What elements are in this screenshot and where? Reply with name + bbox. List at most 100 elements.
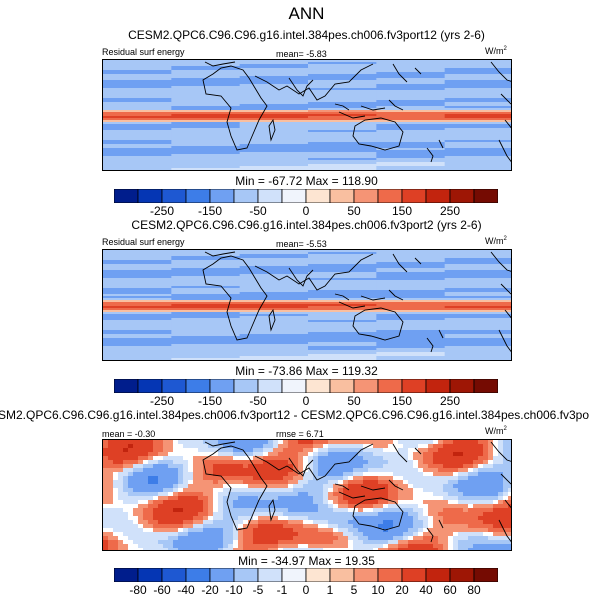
field-cell (218, 540, 224, 545)
field-cell (239, 272, 309, 275)
field-cell (413, 540, 419, 545)
page-title: ANN (288, 4, 325, 23)
field-cell (193, 524, 199, 529)
field-cell (183, 448, 189, 453)
field-cell (171, 166, 241, 169)
field-cell (258, 496, 264, 501)
field-cell (348, 504, 354, 509)
field-cell (173, 480, 179, 485)
field-cell (238, 548, 244, 550)
field-cell (498, 516, 504, 521)
field-cell (478, 528, 484, 533)
field-cell (473, 536, 479, 541)
field-cell (343, 496, 349, 501)
field-cell (171, 170, 240, 171)
field-cell (448, 520, 454, 525)
field-cell (103, 138, 172, 141)
panel-3-mean: mean = -0.30 (102, 429, 155, 439)
field-cell (348, 496, 354, 501)
field-cell (438, 468, 444, 473)
field-cell (171, 144, 241, 147)
field-cell (338, 492, 344, 497)
field-cell (128, 444, 134, 449)
field-cell (171, 322, 241, 325)
field-cell (443, 472, 449, 477)
coastlines (202, 61, 511, 163)
field-cell (143, 532, 149, 537)
field-cell (498, 500, 504, 505)
field-cell (428, 468, 434, 473)
field-cell (308, 314, 377, 317)
field-cell (458, 444, 464, 449)
field-cell (463, 496, 469, 501)
field-cell (113, 512, 119, 517)
field-cell (113, 520, 119, 525)
field-cell (443, 444, 449, 449)
field-cell (473, 472, 479, 477)
field-cell (293, 456, 299, 461)
field-cell (444, 342, 511, 345)
field-cell (458, 460, 464, 465)
field-cell (243, 544, 249, 549)
field-cell (171, 286, 241, 289)
field-cell (376, 166, 446, 169)
field-cell (103, 166, 172, 169)
field-cell (163, 452, 169, 457)
field-cell (208, 456, 214, 461)
field-cell (376, 352, 446, 355)
field-cell (273, 484, 279, 489)
field-cell (488, 452, 494, 457)
field-cell (376, 150, 446, 153)
field-cell (133, 536, 139, 541)
field-cell (493, 520, 499, 525)
field-cell (273, 468, 279, 473)
field-cell (133, 452, 139, 457)
field-cell (338, 528, 344, 533)
field-cell (398, 480, 404, 485)
field-cell (103, 128, 172, 131)
field-cell (418, 508, 424, 513)
field-cell (213, 536, 219, 541)
field-cell (323, 444, 329, 449)
field-cell (313, 448, 319, 453)
field-cell (248, 492, 254, 497)
field-cell (376, 250, 446, 253)
field-cell (153, 492, 159, 497)
field-cell (368, 532, 374, 537)
field-cell (383, 524, 389, 529)
field-cell (508, 448, 511, 453)
field-cell (308, 66, 377, 69)
field-cell (171, 152, 241, 155)
field-cell (193, 536, 199, 541)
field-cell (363, 548, 369, 550)
field-cell (473, 504, 479, 509)
field-cell (233, 500, 239, 505)
field-cell (443, 476, 449, 481)
field-cell (171, 62, 241, 65)
field-cell (103, 508, 109, 513)
field-cell (438, 516, 444, 521)
field-cell (308, 300, 377, 303)
field-cell (333, 472, 339, 477)
field-cell (238, 536, 244, 541)
field-cell (448, 444, 454, 449)
field-cell (444, 168, 511, 170)
field-cell (283, 488, 289, 493)
field-cell (103, 536, 109, 541)
field-cell (308, 496, 314, 501)
field-cell (308, 512, 314, 517)
field-cell (138, 484, 144, 489)
field-cell (376, 286, 446, 289)
field-cell (183, 476, 189, 481)
field-cell (273, 536, 279, 541)
field-cell (153, 496, 159, 501)
field-cell (376, 314, 446, 317)
field-cell (223, 524, 229, 529)
field-cell (308, 288, 377, 291)
field-cell (198, 532, 204, 537)
field-cell (503, 484, 509, 489)
field-cell (171, 130, 241, 133)
field-cell (328, 536, 334, 541)
field-cell (444, 134, 511, 137)
field-cell (171, 164, 241, 167)
